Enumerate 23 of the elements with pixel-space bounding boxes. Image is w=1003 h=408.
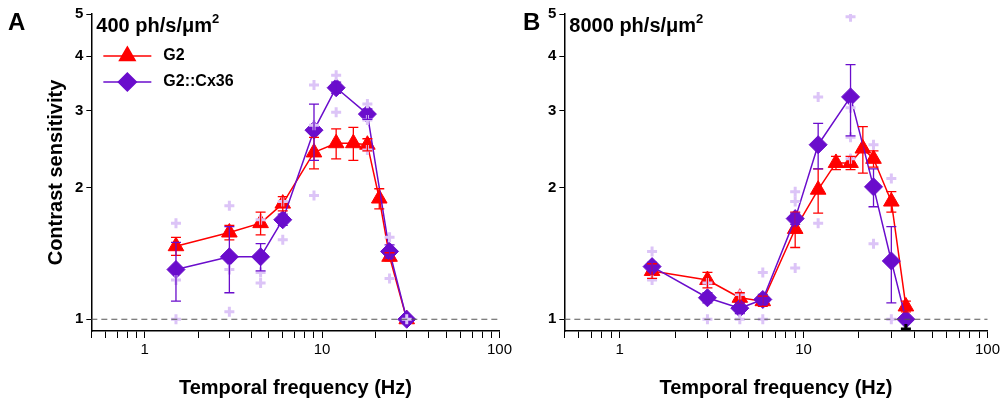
y-tick-label: 5 [548,4,557,22]
x-tick-label: 100 [486,340,512,358]
x-tick-label: 1 [140,340,149,358]
y-tick-label: 4 [75,46,84,64]
y-tick-label: 1 [548,309,557,327]
y-tick-label: 1 [75,309,84,327]
x-tick-label: 100 [974,340,1000,358]
x-tick-label: 10 [313,340,331,358]
y-axis-title: Contrast sensitivity [43,78,66,266]
legend-label: G2::Cx36 [163,72,234,90]
legend-label: G2 [163,46,185,64]
text: A [8,8,26,35]
y-tick-label: 5 [75,4,84,22]
x-tick-label: 10 [795,340,812,358]
y-tick-label: 4 [548,46,557,64]
y-tick-label: 2 [548,177,557,195]
x-axis-title: Temporal frequency (Hz) [178,375,412,398]
y-tick-label: 3 [75,101,84,119]
text: B [523,8,541,35]
y-tick-label: 2 [75,177,84,195]
x-tick-label: 1 [615,340,624,358]
y-tick-label: 3 [548,101,557,119]
x-axis-title: Temporal frequency (Hz) [659,375,893,398]
